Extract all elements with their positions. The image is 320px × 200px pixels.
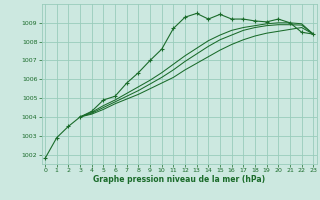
X-axis label: Graphe pression niveau de la mer (hPa): Graphe pression niveau de la mer (hPa) (93, 175, 265, 184)
